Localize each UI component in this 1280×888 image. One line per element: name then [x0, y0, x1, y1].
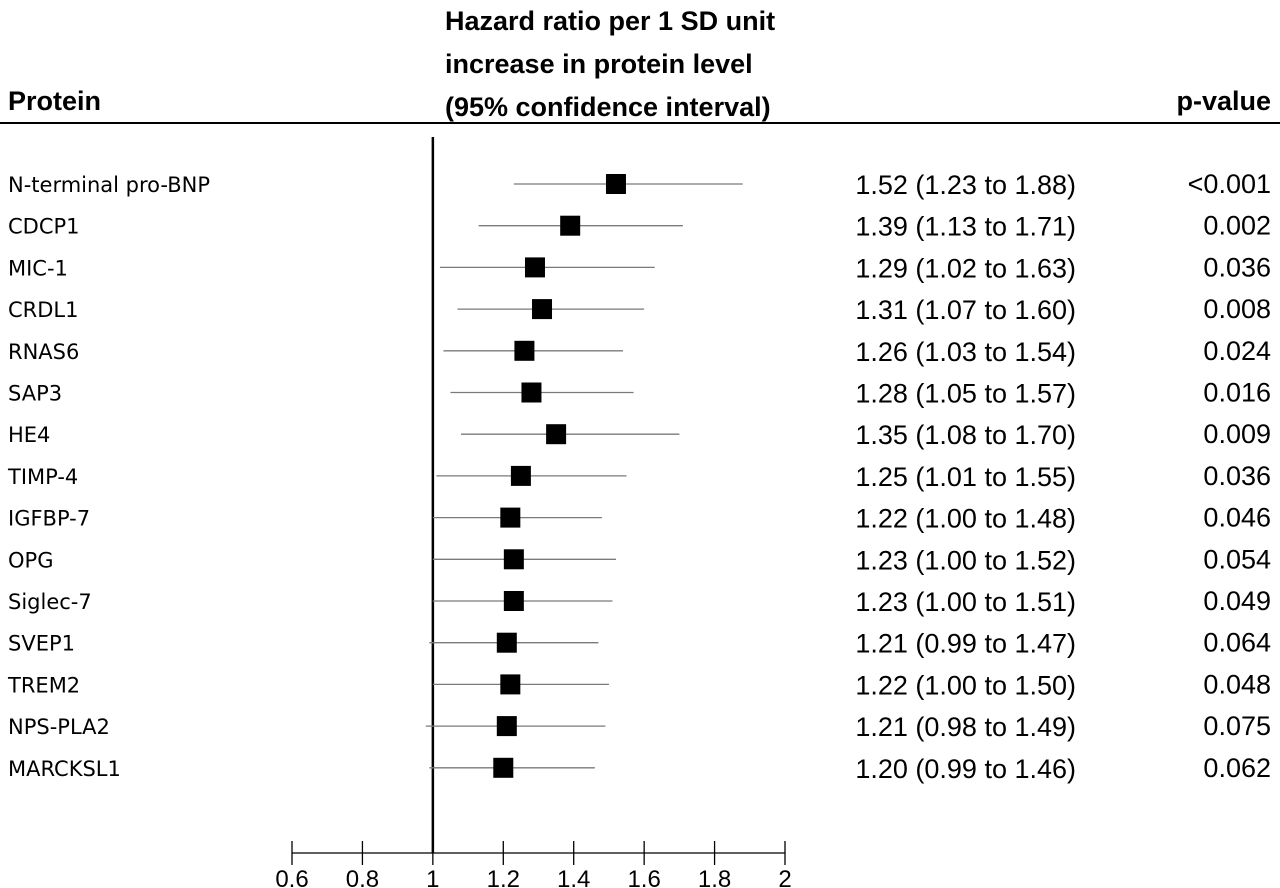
x-tick-label: 1.6: [627, 866, 660, 888]
p-value-label: 0.024: [1203, 336, 1271, 366]
hazard-ratio-marker: [493, 757, 514, 778]
hazard-ratio-marker: [510, 465, 531, 486]
hazard-ratio-marker: [503, 549, 524, 570]
x-tick-label: 1.8: [698, 866, 731, 888]
p-value-label: 0.036: [1203, 461, 1271, 491]
estimate-label: 1.22 (1.00 to 1.48): [855, 504, 1076, 534]
p-value-label: 0.075: [1203, 711, 1271, 741]
hazard-ratio-marker: [524, 257, 545, 278]
header-rule: [0, 122, 1280, 124]
p-value-label: 0.002: [1203, 211, 1271, 241]
protein-label: SAP3: [8, 382, 62, 406]
hazard-ratio-marker: [532, 299, 553, 320]
hazard-ratio-marker: [605, 174, 626, 194]
x-tick-label: 1.2: [487, 866, 520, 888]
estimate-label: 1.23 (1.00 to 1.52): [855, 545, 1076, 575]
protein-label: CRDL1: [8, 298, 79, 322]
p-value-label: 0.009: [1203, 419, 1271, 449]
hazard-ratio-marker: [500, 507, 521, 528]
estimate-label: 1.28 (1.05 to 1.57): [855, 379, 1076, 409]
protein-column-header: Protein: [8, 86, 102, 116]
estimate-label: 1.22 (1.00 to 1.50): [855, 670, 1076, 700]
protein-label: Siglec-7: [8, 590, 92, 614]
protein-label: HE4: [8, 423, 50, 447]
x-tick-label: 0.6: [275, 866, 308, 888]
estimate-label: 1.35 (1.08 to 1.70): [855, 420, 1076, 450]
hazard-ratio-header-line-3: (95% confidence interval): [445, 92, 771, 122]
x-tick-label: 1: [426, 866, 439, 888]
p-value-label: <0.001: [1188, 169, 1271, 199]
p-value-label: 0.046: [1203, 503, 1271, 533]
p-value-label: 0.049: [1203, 586, 1271, 616]
protein-label: IGFBP-7: [8, 507, 90, 531]
p-value-label: 0.048: [1203, 669, 1271, 699]
p-value-label: 0.008: [1203, 294, 1271, 324]
hazard-ratio-marker: [496, 716, 517, 737]
estimate-label: 1.29 (1.02 to 1.63): [855, 253, 1076, 283]
p-value-label: 0.064: [1203, 628, 1271, 658]
protein-label: OPG: [8, 548, 53, 572]
estimate-label: 1.20 (0.99 to 1.46): [855, 754, 1076, 784]
estimate-label: 1.23 (1.00 to 1.51): [855, 587, 1076, 617]
hazard-ratio-marker: [496, 632, 517, 653]
x-tick-label: 0.8: [346, 866, 379, 888]
estimate-label: 1.26 (1.03 to 1.54): [855, 337, 1076, 367]
p-value-column-header: p-value: [1176, 86, 1271, 116]
estimate-label: 1.39 (1.13 to 1.71): [855, 212, 1076, 242]
hazard-ratio-marker: [500, 674, 521, 695]
hazard-ratio-marker: [521, 382, 542, 403]
hazard-ratio-header-line-1: Hazard ratio per 1 SD unit: [445, 6, 776, 36]
protein-label: MIC-1: [8, 256, 68, 280]
x-tick-label: 1.4: [557, 866, 590, 888]
hazard-ratio-marker: [560, 215, 581, 236]
protein-label: CDCP1: [8, 215, 80, 239]
x-tick-label: 2: [778, 866, 791, 888]
estimate-label: 1.21 (0.98 to 1.49): [855, 712, 1076, 742]
protein-label: NPS-PLA2: [8, 715, 110, 739]
protein-label: SVEP1: [8, 632, 75, 656]
protein-label: TIMP-4: [7, 465, 78, 489]
hazard-ratio-column-header: Hazard ratio per 1 SD unit increase in p…: [445, 0, 775, 129]
p-value-label: 0.062: [1203, 753, 1271, 783]
protein-label: TREM2: [7, 673, 80, 697]
protein-label: RNAS6: [8, 340, 79, 364]
hazard-ratio-header-line-2: increase in protein level: [445, 49, 753, 79]
hazard-ratio-marker: [514, 340, 535, 361]
estimate-label: 1.25 (1.01 to 1.55): [855, 462, 1076, 492]
p-value-label: 0.054: [1203, 544, 1271, 574]
estimate-label: 1.52 (1.23 to 1.88): [855, 170, 1076, 200]
p-value-label: 0.036: [1203, 252, 1271, 282]
p-value-label: 0.016: [1203, 378, 1271, 408]
hazard-ratio-marker: [503, 591, 524, 611]
hazard-ratio-marker: [546, 424, 567, 445]
protein-label: N-terminal pro-BNP: [8, 173, 210, 197]
protein-label: MARCKSL1: [8, 757, 121, 781]
estimate-label: 1.21 (0.99 to 1.47): [855, 629, 1076, 659]
estimate-label: 1.31 (1.07 to 1.60): [855, 295, 1076, 325]
